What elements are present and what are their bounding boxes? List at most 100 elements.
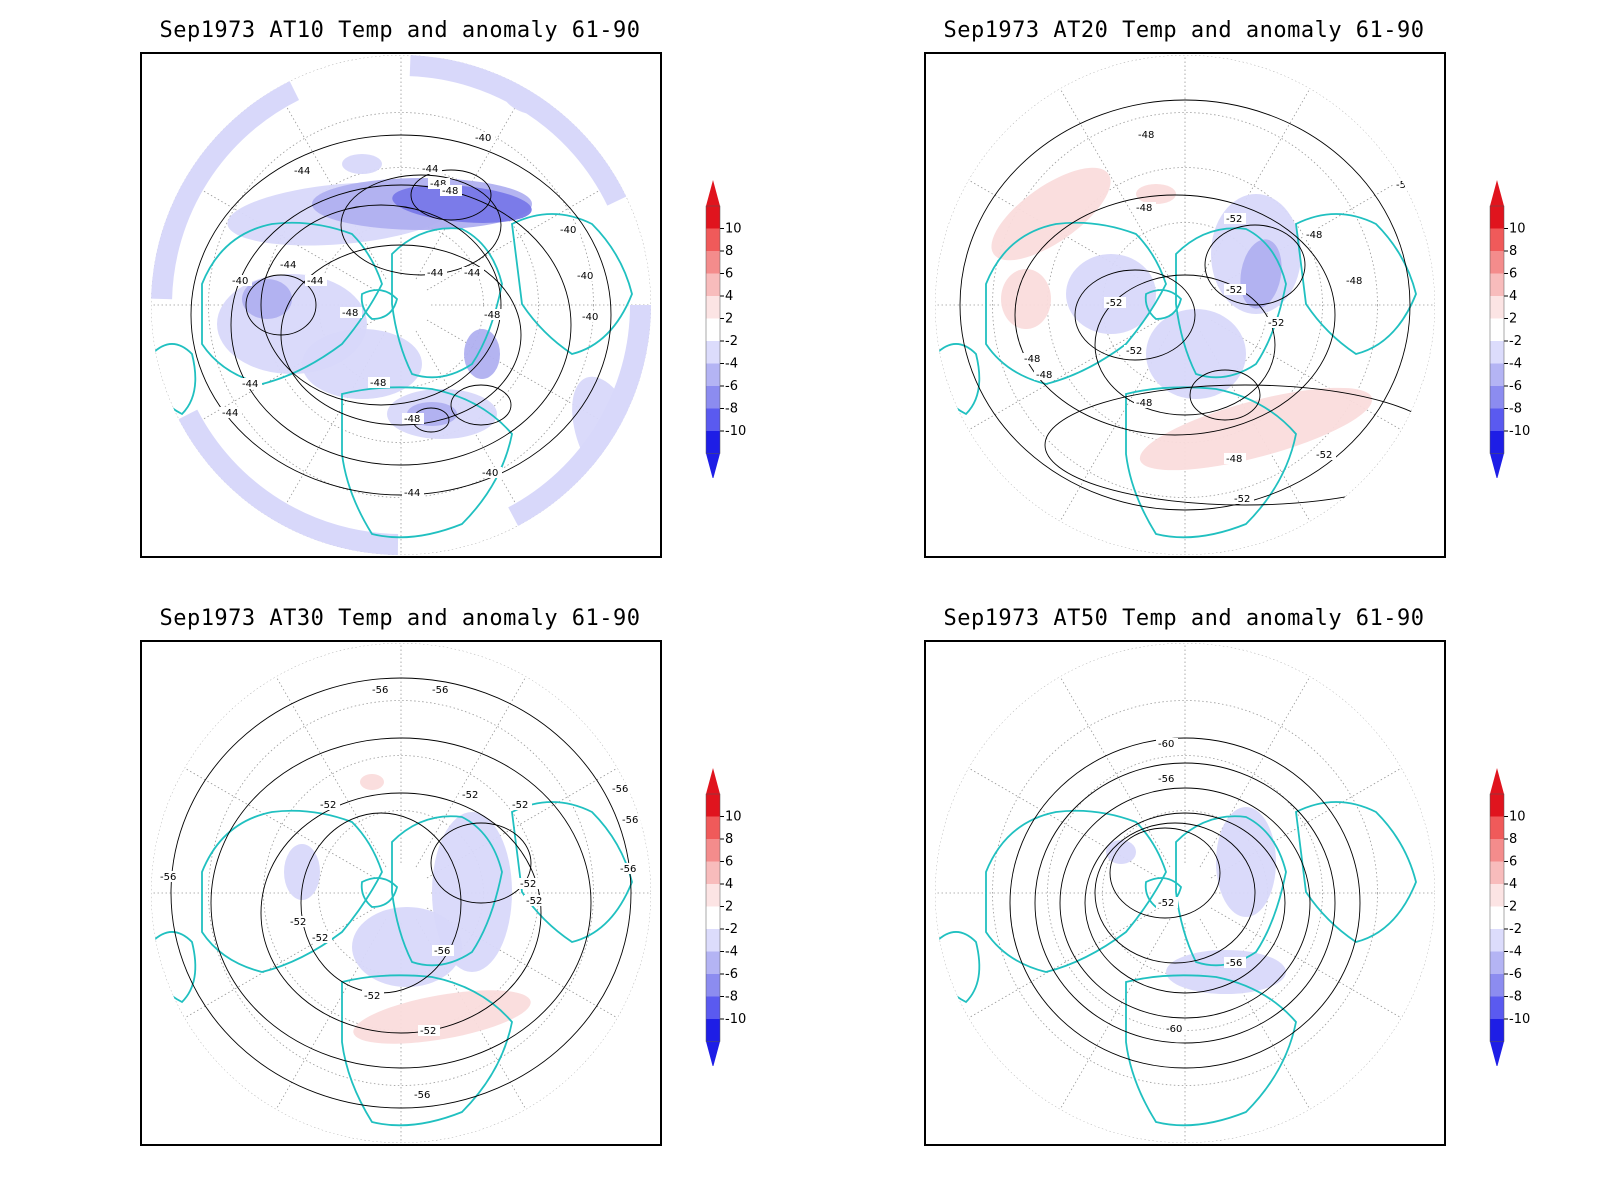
colorbar: 10 8 6 4 2 -2 -4 -6 -8 -10 — [705, 768, 746, 1066]
contour-label-bg — [1224, 957, 1246, 968]
panel-at10: Sep1973 AT10 Temp and anomaly 61-90 -40 -… — [140, 18, 920, 598]
contour-label-bg — [518, 878, 540, 889]
colorbar-swatch — [1490, 431, 1504, 454]
colorbar-swatch — [1490, 996, 1504, 1019]
colorbar-swatch — [706, 408, 720, 431]
contour-label-bg — [158, 871, 180, 882]
contour-label-bg — [1136, 129, 1158, 140]
colorbar-max-arrow — [706, 180, 720, 206]
colorbar-swatch — [1490, 884, 1504, 907]
anomaly-shading — [284, 844, 320, 900]
contour-label: -48 — [1136, 398, 1152, 409]
contour-label: -40 — [232, 276, 248, 287]
colorbar-swatch — [1490, 794, 1504, 817]
coastline — [985, 221, 1167, 385]
colorbar-label: 4 — [1509, 289, 1517, 304]
polar-map-frame: -48 -48 -52 -48 -52 -52 -52 -52 -48 -48 -48 -52 -48 -… — [924, 52, 1446, 558]
polar-map-frame: -56 -56 -52 -52 -52 -56 -56 -56 -56 -52 -52 -52 -52-… — [140, 640, 662, 1146]
temperature-contour — [959, 99, 1411, 511]
meridian-line — [426, 319, 618, 431]
colorbar-border — [1489, 205, 1505, 454]
contour-label-bg — [402, 413, 424, 424]
contour-label-bg — [1304, 229, 1326, 240]
contour-label-bg — [440, 185, 462, 196]
colorbar-swatch — [706, 816, 720, 839]
contour-label: -48 — [430, 179, 446, 190]
meridian-line — [415, 676, 527, 868]
contour-label: -60 — [1158, 739, 1174, 750]
contour-label-bg — [420, 163, 442, 174]
contour-label-bg — [460, 789, 482, 800]
coastline — [935, 343, 981, 416]
colorbar-label: -10 — [1509, 1012, 1530, 1027]
meridian-line — [1059, 88, 1171, 280]
contour-label: -56 — [1226, 958, 1242, 969]
temperature-contour — [170, 677, 632, 1109]
colorbar-max-arrow — [706, 768, 720, 794]
colorbar-label: 6 — [1509, 855, 1517, 870]
contour-label-bg — [368, 377, 390, 388]
colorbar-swatch — [1490, 861, 1504, 884]
colorbar-label: 6 — [725, 267, 733, 282]
contour-label: -52 — [1316, 450, 1332, 461]
meridian-line — [415, 88, 527, 280]
contour-label-bg — [473, 132, 495, 143]
coastline — [1175, 815, 1287, 967]
contour-label-bg — [462, 267, 484, 278]
contour-label-bg — [1156, 773, 1178, 784]
contour-label: -52 — [526, 896, 542, 907]
coastline — [360, 877, 398, 908]
contour-label-bg — [432, 945, 454, 956]
contour-label: -48 — [1024, 354, 1040, 365]
colorbar: 10 8 6 4 2 -2 -4 -6 -8 -10 — [1489, 180, 1530, 478]
colorbar-label: 8 — [725, 832, 733, 847]
colorbar-label: -8 — [1509, 990, 1522, 1005]
polar-map: -40-44-48-40-44-48-44-44-48-48-44 -44-48-… — [151, 55, 651, 555]
contour-label-bg — [1344, 275, 1366, 286]
colorbar-min-arrow — [1490, 1041, 1504, 1066]
colorbar-swatch — [1490, 974, 1504, 997]
colorbar-min-arrow — [706, 453, 720, 478]
contour-label: -56 — [372, 685, 388, 696]
contour-label: -40 — [582, 312, 598, 323]
anomaly-shading — [360, 774, 384, 790]
contour-label: -52 — [1226, 285, 1242, 296]
contour-label: -52 — [364, 991, 380, 1002]
temperature-contour — [190, 134, 612, 496]
contour-label-bg — [240, 378, 262, 389]
temperature-contour — [450, 384, 512, 426]
colorbar-min-arrow — [706, 1041, 720, 1066]
anomaly-shading — [342, 154, 382, 174]
contour-label-bg — [480, 467, 502, 478]
contour-label: -52 — [1268, 318, 1284, 329]
meridian-line — [968, 907, 1160, 1019]
colorbar-label: -4 — [1509, 357, 1522, 372]
colorbar-label: -2 — [1509, 922, 1522, 937]
contour-label: -52 — [1396, 180, 1412, 191]
colorbar-swatch — [706, 206, 720, 229]
contour-label-bg — [402, 487, 424, 498]
colorbar-label: 10 — [1509, 810, 1526, 825]
temperature-contour — [340, 174, 502, 276]
colorbar-label: 2 — [725, 312, 733, 327]
contour-label-bg — [1164, 1023, 1186, 1034]
colorbar-swatch — [706, 228, 720, 251]
colorbar-label: -8 — [725, 402, 738, 417]
coastline — [341, 386, 513, 539]
colorbar-swatch — [1490, 363, 1504, 386]
coastline — [1125, 974, 1297, 1127]
colorbar-swatch — [706, 363, 720, 386]
contour-label-bg — [1224, 213, 1246, 224]
coastline — [151, 343, 197, 416]
coastline — [935, 931, 981, 1004]
colorbar-label: -8 — [725, 990, 738, 1005]
colorbar-swatch — [706, 341, 720, 364]
colorbar-swatch — [1490, 228, 1504, 251]
latitude-circle — [1047, 167, 1323, 443]
contour-label-bg — [1224, 453, 1246, 464]
colorbar-border — [1489, 793, 1505, 1042]
coastline — [511, 801, 633, 943]
contour-label: -44 — [242, 379, 258, 390]
contour-label-bg — [610, 783, 632, 794]
panel-title: Sep1973 AT10 Temp and anomaly 61-90 — [159, 18, 641, 43]
